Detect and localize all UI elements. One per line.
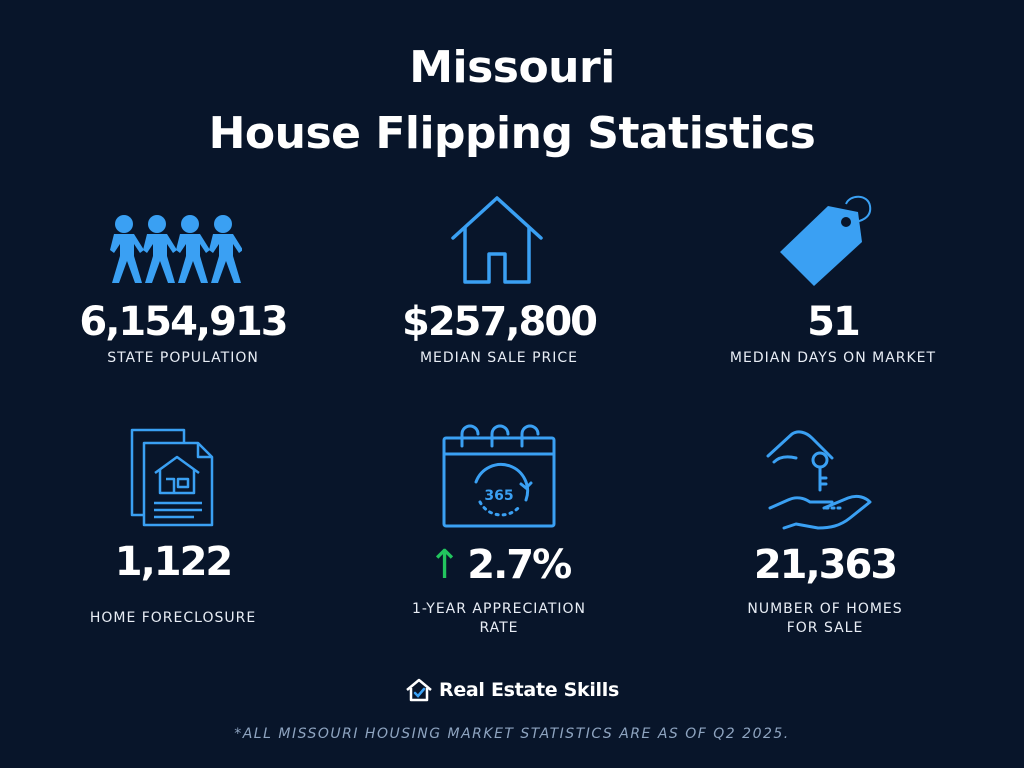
stat-value: 51 [807, 299, 861, 345]
hand-keys-icon [766, 430, 872, 530]
stat-label: 1-YEAR APPRECIATION RATE [334, 600, 664, 638]
stat-label: NUMBER OF HOMES FOR SALE [660, 600, 990, 638]
stat-value-text: 2.7% [467, 542, 572, 588]
stat-label: STATE POPULATION [107, 350, 259, 366]
stat-median-days-on-market: 51 MEDIAN DAYS ON MARKET [668, 190, 998, 375]
up-arrow-icon: ↑ [427, 542, 461, 588]
stat-state-population: 6,154,913 STATE POPULATION [18, 205, 348, 375]
stat-appreciation-rate: 365 ↑ 2.7% 1-YEAR APPRECIATION RATE [334, 420, 664, 640]
stat-label-line-2: RATE [479, 620, 519, 636]
stat-value: 6,154,913 [79, 299, 288, 345]
stat-label: HOME FORECLOSURE [89, 610, 257, 626]
stat-value: 21,363 [753, 542, 898, 588]
brand-name: Real Estate Skills [438, 679, 619, 701]
stat-label: MEDIAN SALE PRICE [419, 350, 579, 366]
page-title-line-2: House Flipping Statistics [208, 108, 816, 159]
foreclosure-document-icon [130, 428, 214, 527]
svg-text:365: 365 [484, 488, 513, 504]
house-icon [451, 196, 543, 284]
footnote: *ALL MISSOURI HOUSING MARKET STATISTICS … [234, 726, 790, 742]
brand-logo: Real Estate Skills [0, 678, 1024, 702]
stat-label-line-1: 1-YEAR APPRECIATION [411, 601, 587, 617]
stat-value: ↑ 2.7% [334, 542, 664, 588]
price-tag-icon [780, 195, 872, 286]
stat-label-line-1: NUMBER OF HOMES [747, 601, 903, 617]
stat-label: MEDIAN DAYS ON MARKET [729, 350, 937, 366]
house-check-logo-icon [406, 678, 432, 702]
stat-homes-for-sale: 21,363 NUMBER OF HOMES FOR SALE [660, 420, 990, 640]
people-icon [110, 215, 242, 283]
stat-value: 1,122 [114, 539, 234, 585]
stat-label-line-2: FOR SALE [786, 620, 864, 636]
stat-home-foreclosure: 1,122 HOME FORECLOSURE [8, 425, 338, 635]
page-title-line-1: Missouri [409, 42, 615, 93]
stat-value: $257,800 [401, 299, 598, 345]
calendar-365-icon: 365 [442, 424, 556, 528]
stat-median-sale-price: $257,800 MEDIAN SALE PRICE [334, 190, 664, 375]
